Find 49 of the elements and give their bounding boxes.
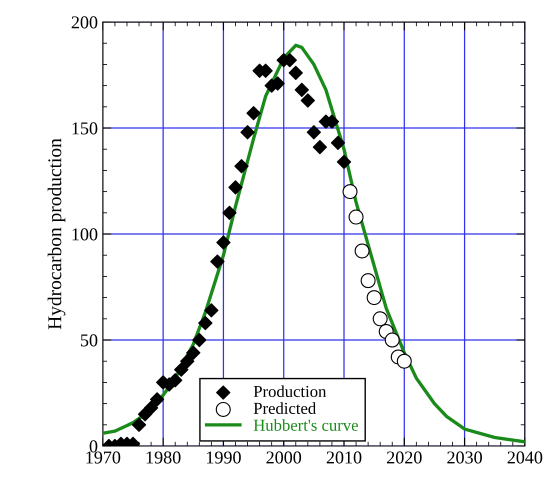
point [234,159,249,174]
point [336,154,352,170]
point [198,316,212,330]
point [204,303,219,318]
y-tick-label: 50 [80,334,98,346]
point [192,332,206,348]
y-tick-label: 100 [72,228,98,240]
x-tick-label: 1990 [206,451,241,464]
point [354,243,370,258]
point [222,206,237,220]
x-tick-label: 2020 [387,451,422,464]
x-tick-label: 1980 [146,451,181,464]
point [240,125,255,140]
point [150,392,164,407]
point [216,235,231,250]
point [396,354,412,369]
point [168,373,182,388]
point [312,140,328,154]
point [246,106,261,120]
point [366,290,382,306]
y-tick-label: 150 [72,122,98,134]
x-tick-label: 2030 [447,451,482,464]
point [306,125,322,140]
point [330,136,346,150]
point [384,332,400,348]
point [288,66,303,80]
point [132,418,146,432]
y-tick-label: 0 [90,440,98,452]
x-tick-label: 2040 [508,451,542,464]
x-tick-label: 2000 [266,451,302,464]
x-tick-label: 1970 [86,451,120,464]
point [186,346,200,360]
point [174,362,188,377]
point [144,400,158,415]
legend-label: Production [254,385,326,398]
point [348,210,364,225]
legend-label: Hubbert's curve [254,419,358,431]
x-tick-label: 2010 [326,451,362,464]
legend-label: Predicted [254,402,316,414]
point [180,354,194,368]
y-tick-label: 200 [72,16,98,28]
point [228,180,243,195]
point [210,254,225,269]
point [294,82,309,98]
line-series [102,44,525,444]
point [300,93,315,108]
y-axis-title: Hydrocarbon production [48,138,66,330]
point [342,184,358,200]
point [360,273,376,288]
